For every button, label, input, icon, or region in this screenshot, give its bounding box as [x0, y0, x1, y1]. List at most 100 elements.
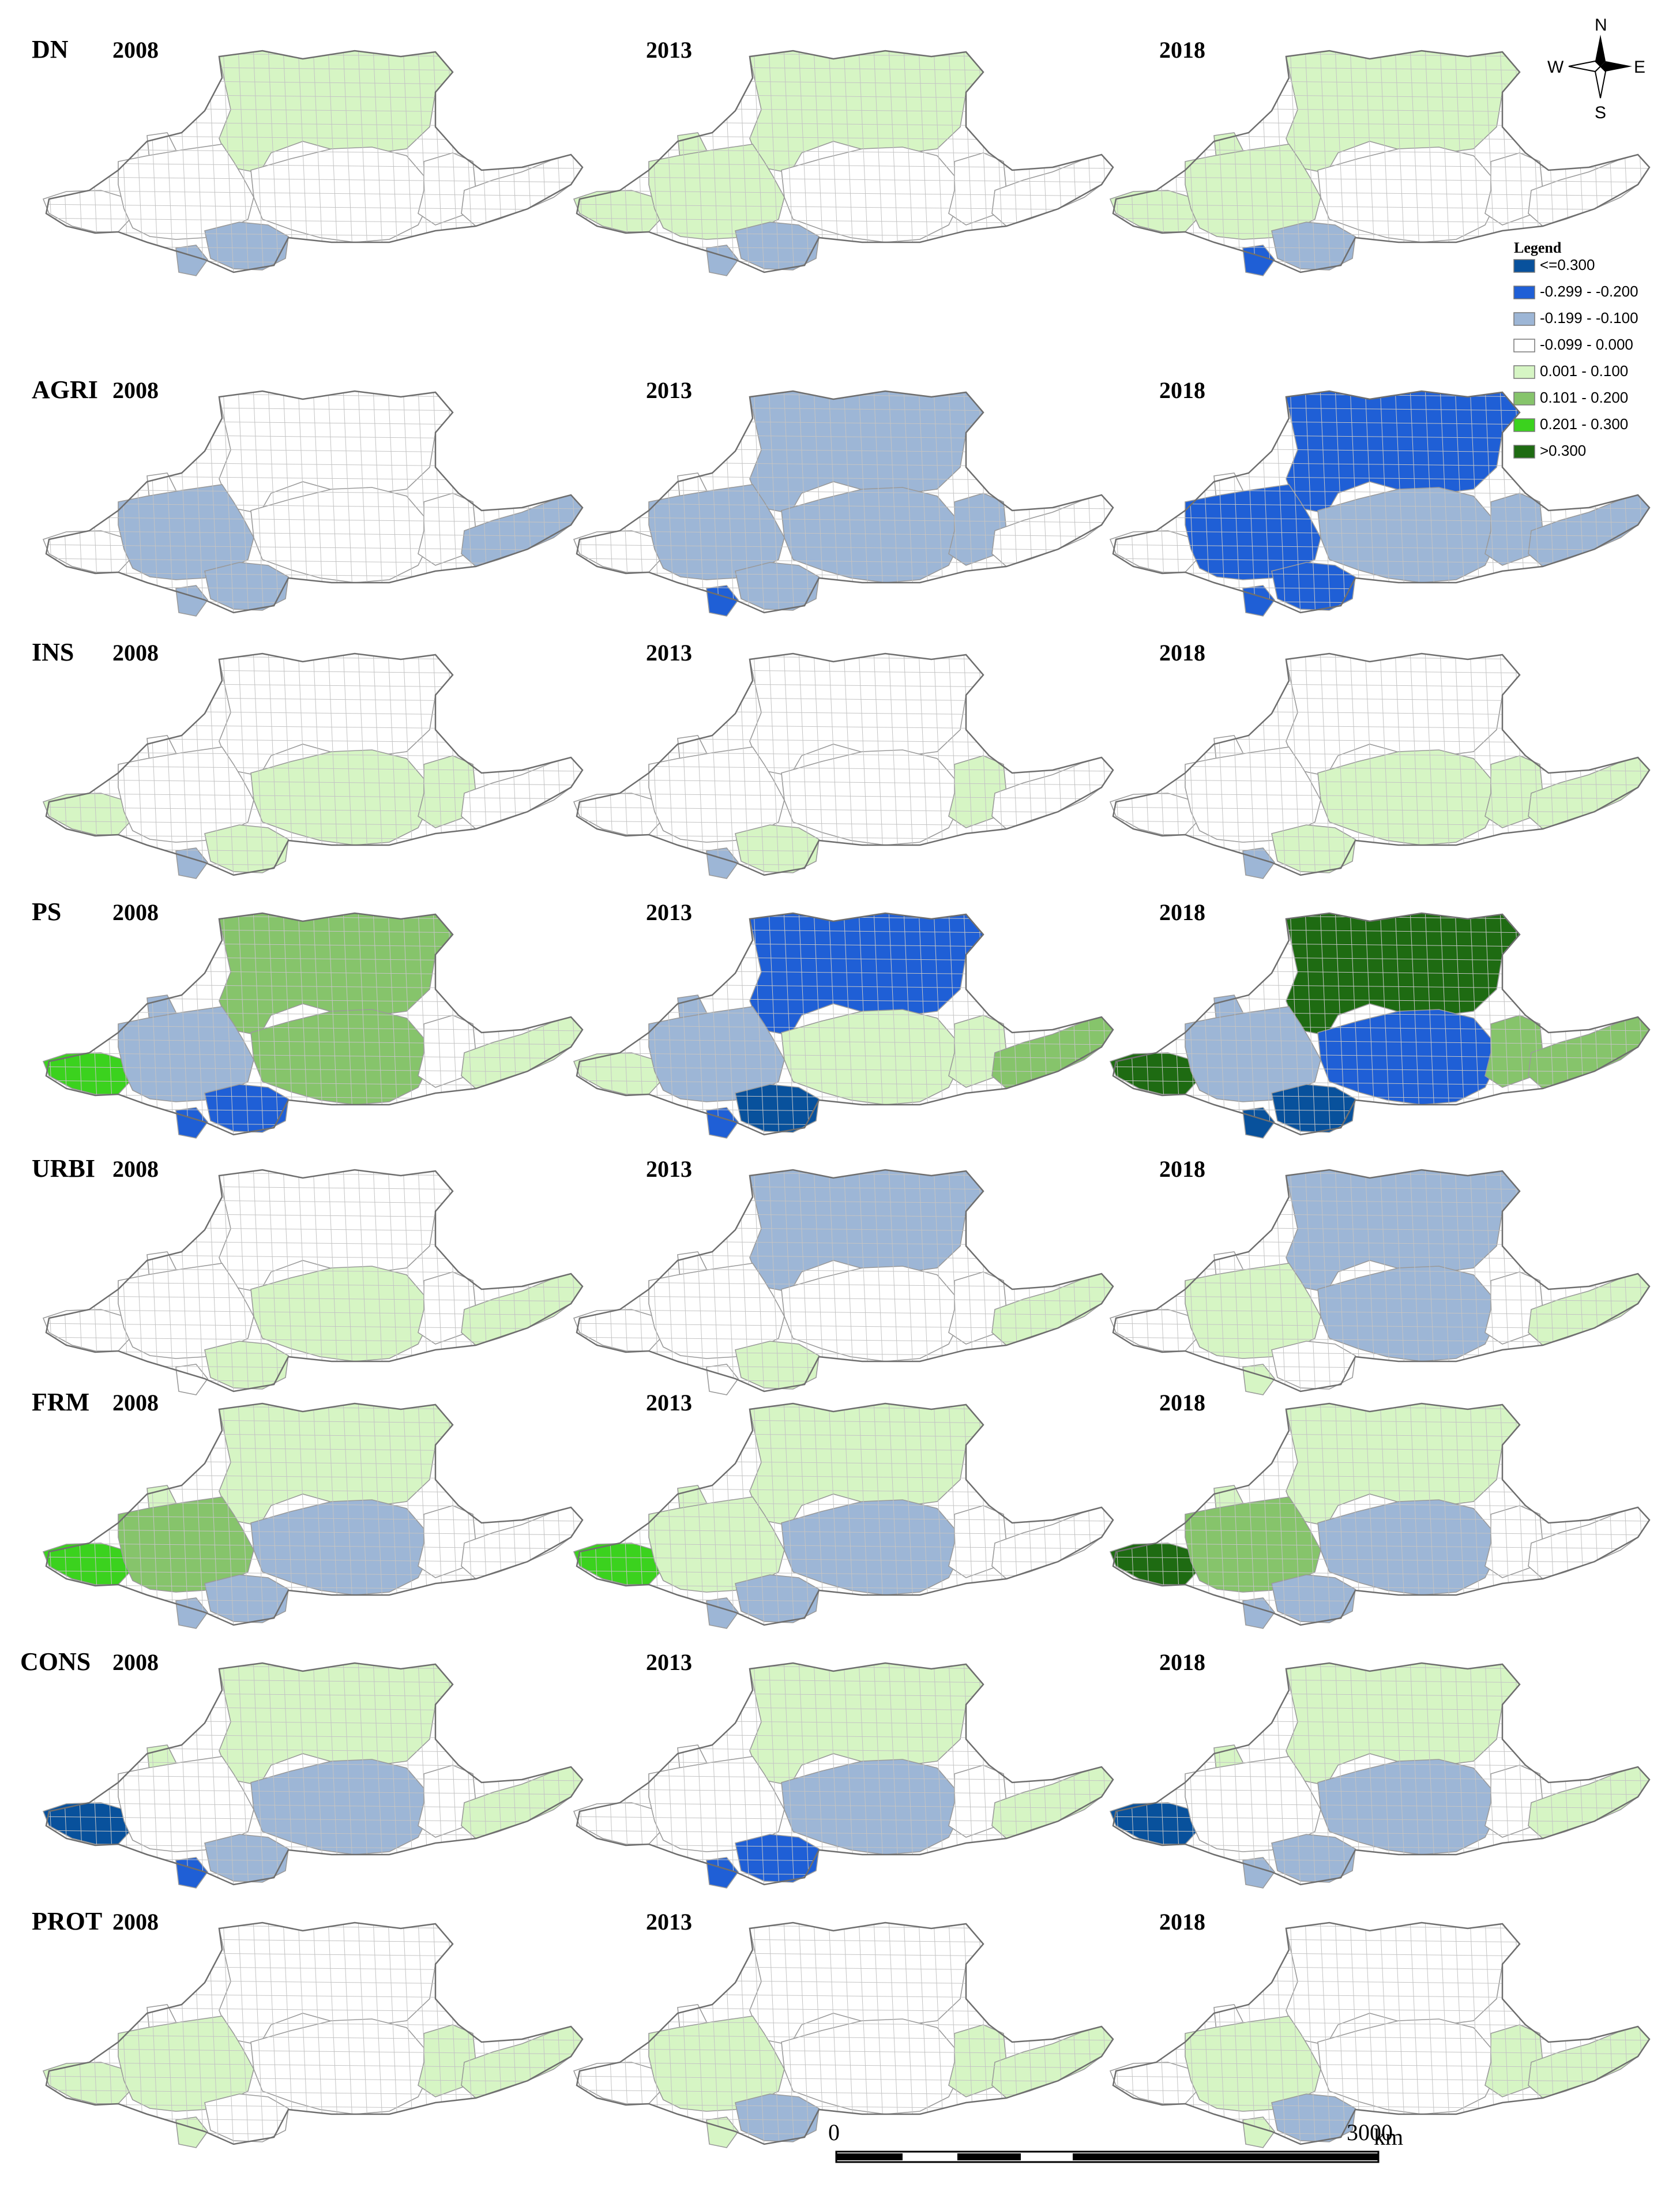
compass-north-label: N	[1595, 16, 1607, 35]
basin-outline	[1112, 1169, 1651, 1393]
map-panel	[42, 1921, 584, 2148]
row-label: PROT	[32, 1907, 102, 1935]
region-sw	[706, 1597, 739, 1629]
region-c	[250, 147, 430, 243]
year-label: 2018	[1159, 640, 1205, 666]
region-wf	[42, 530, 133, 573]
year-label: 2018	[1159, 1909, 1205, 1935]
map-panel	[1109, 1921, 1651, 2148]
region-sw	[175, 245, 209, 276]
map-row-ps: PS 2008 2013 2018	[32, 898, 1651, 1139]
legend-label: -0.299 - -0.200	[1540, 283, 1638, 300]
region-f	[461, 1766, 584, 1839]
scale-start-label: 0	[828, 2119, 840, 2145]
region-c	[781, 1266, 961, 1362]
region-c	[1317, 2018, 1497, 2115]
compass-south-label: S	[1595, 103, 1606, 122]
map-panel	[1109, 1402, 1651, 1629]
region-f	[461, 1273, 584, 1346]
map-row-urbi: URBI 2008 2013 2018	[32, 1154, 1651, 1395]
region-wf	[1109, 1052, 1200, 1095]
legend-swatch	[1513, 392, 1535, 406]
region-f	[1528, 757, 1651, 830]
basin-outline	[1112, 50, 1651, 273]
map-panel	[42, 912, 584, 1139]
region-sw	[1242, 1597, 1276, 1629]
map-row-frm: FRM 2008 2013 2018	[32, 1388, 1651, 1629]
legend-label: >0.300	[1540, 442, 1586, 459]
region-c	[781, 749, 961, 846]
year-label: 2018	[1159, 899, 1205, 925]
region-sw	[706, 2116, 739, 2148]
year-label: 2018	[1159, 377, 1205, 403]
region-f	[1528, 2026, 1651, 2099]
basin-outline	[576, 390, 1114, 614]
map-panel	[1109, 50, 1651, 276]
map-row-dn: DN 2008 2013 2018	[32, 35, 1651, 276]
region-wf	[573, 530, 664, 573]
region-f	[1528, 494, 1651, 567]
map-panel	[573, 1402, 1114, 1629]
region-wf	[1109, 190, 1200, 232]
basin-outline	[576, 912, 1114, 1136]
region-c	[781, 1009, 961, 1105]
legend-items: <=0.300 -0.299 - -0.200 -0.199 - -0.100 -0.…	[1513, 256, 1638, 459]
map-panel	[42, 1662, 584, 1889]
region-c	[250, 2018, 430, 2115]
scale-unit-label: km	[1374, 2124, 1403, 2150]
basin-outline	[45, 50, 584, 273]
region-f	[461, 1507, 584, 1579]
basin-outline	[1112, 390, 1651, 614]
map-panel	[1109, 912, 1651, 1139]
region-sw	[706, 1857, 739, 1889]
region-c	[781, 487, 961, 583]
north-arrow-icon: N S E W	[1547, 16, 1645, 122]
map-panel	[573, 390, 1114, 617]
map-panels: DN 2008 2013 2018 AGRI 2008 2013 2018 INS 2008 201…	[20, 35, 1651, 2148]
map-panel	[42, 50, 584, 276]
legend-swatch	[1513, 445, 1535, 459]
region-sw	[706, 245, 739, 276]
region-f	[1528, 1273, 1651, 1346]
region-wf	[573, 1802, 664, 1845]
basin-outline	[576, 652, 1114, 876]
region-c	[1317, 147, 1497, 243]
region-wf	[573, 190, 664, 232]
region-sw	[706, 847, 739, 879]
year-label: 2008	[112, 899, 159, 925]
legend-swatch	[1513, 339, 1535, 352]
legend-label: 0.101 - 0.200	[1540, 389, 1628, 406]
region-c	[250, 1009, 430, 1105]
region-sw	[1242, 2116, 1276, 2148]
region-sw	[1242, 245, 1276, 276]
region-sw	[175, 2116, 209, 2148]
region-sw	[1242, 847, 1276, 879]
region-f	[991, 2026, 1114, 2099]
year-label: 2013	[646, 1390, 692, 1416]
region-sw	[175, 847, 209, 879]
region-wf	[573, 1543, 664, 1585]
region-sw	[175, 1107, 209, 1139]
legend-swatch	[1513, 312, 1535, 326]
region-f	[991, 154, 1114, 227]
row-label: DN	[32, 35, 69, 63]
year-label: 2013	[646, 37, 692, 63]
region-f	[1528, 1507, 1651, 1579]
basin-outline	[1112, 912, 1651, 1136]
year-label: 2018	[1159, 1390, 1205, 1416]
region-c	[1317, 1266, 1497, 1362]
basin-outline	[576, 1402, 1114, 1626]
map-panel	[1109, 1169, 1651, 1395]
map-panel	[42, 390, 584, 617]
region-wf	[1109, 1802, 1200, 1845]
legend-swatch	[1513, 418, 1535, 432]
year-label: 2018	[1159, 1156, 1205, 1182]
legend-swatch	[1513, 286, 1535, 299]
region-f	[461, 2026, 584, 2099]
region-wf	[573, 2062, 664, 2104]
region-wf	[1109, 1543, 1200, 1585]
map-panel	[573, 1662, 1114, 1889]
scale-bar: 0 3000 km	[828, 2119, 1403, 2163]
region-f	[461, 757, 584, 830]
region-c	[781, 147, 961, 243]
